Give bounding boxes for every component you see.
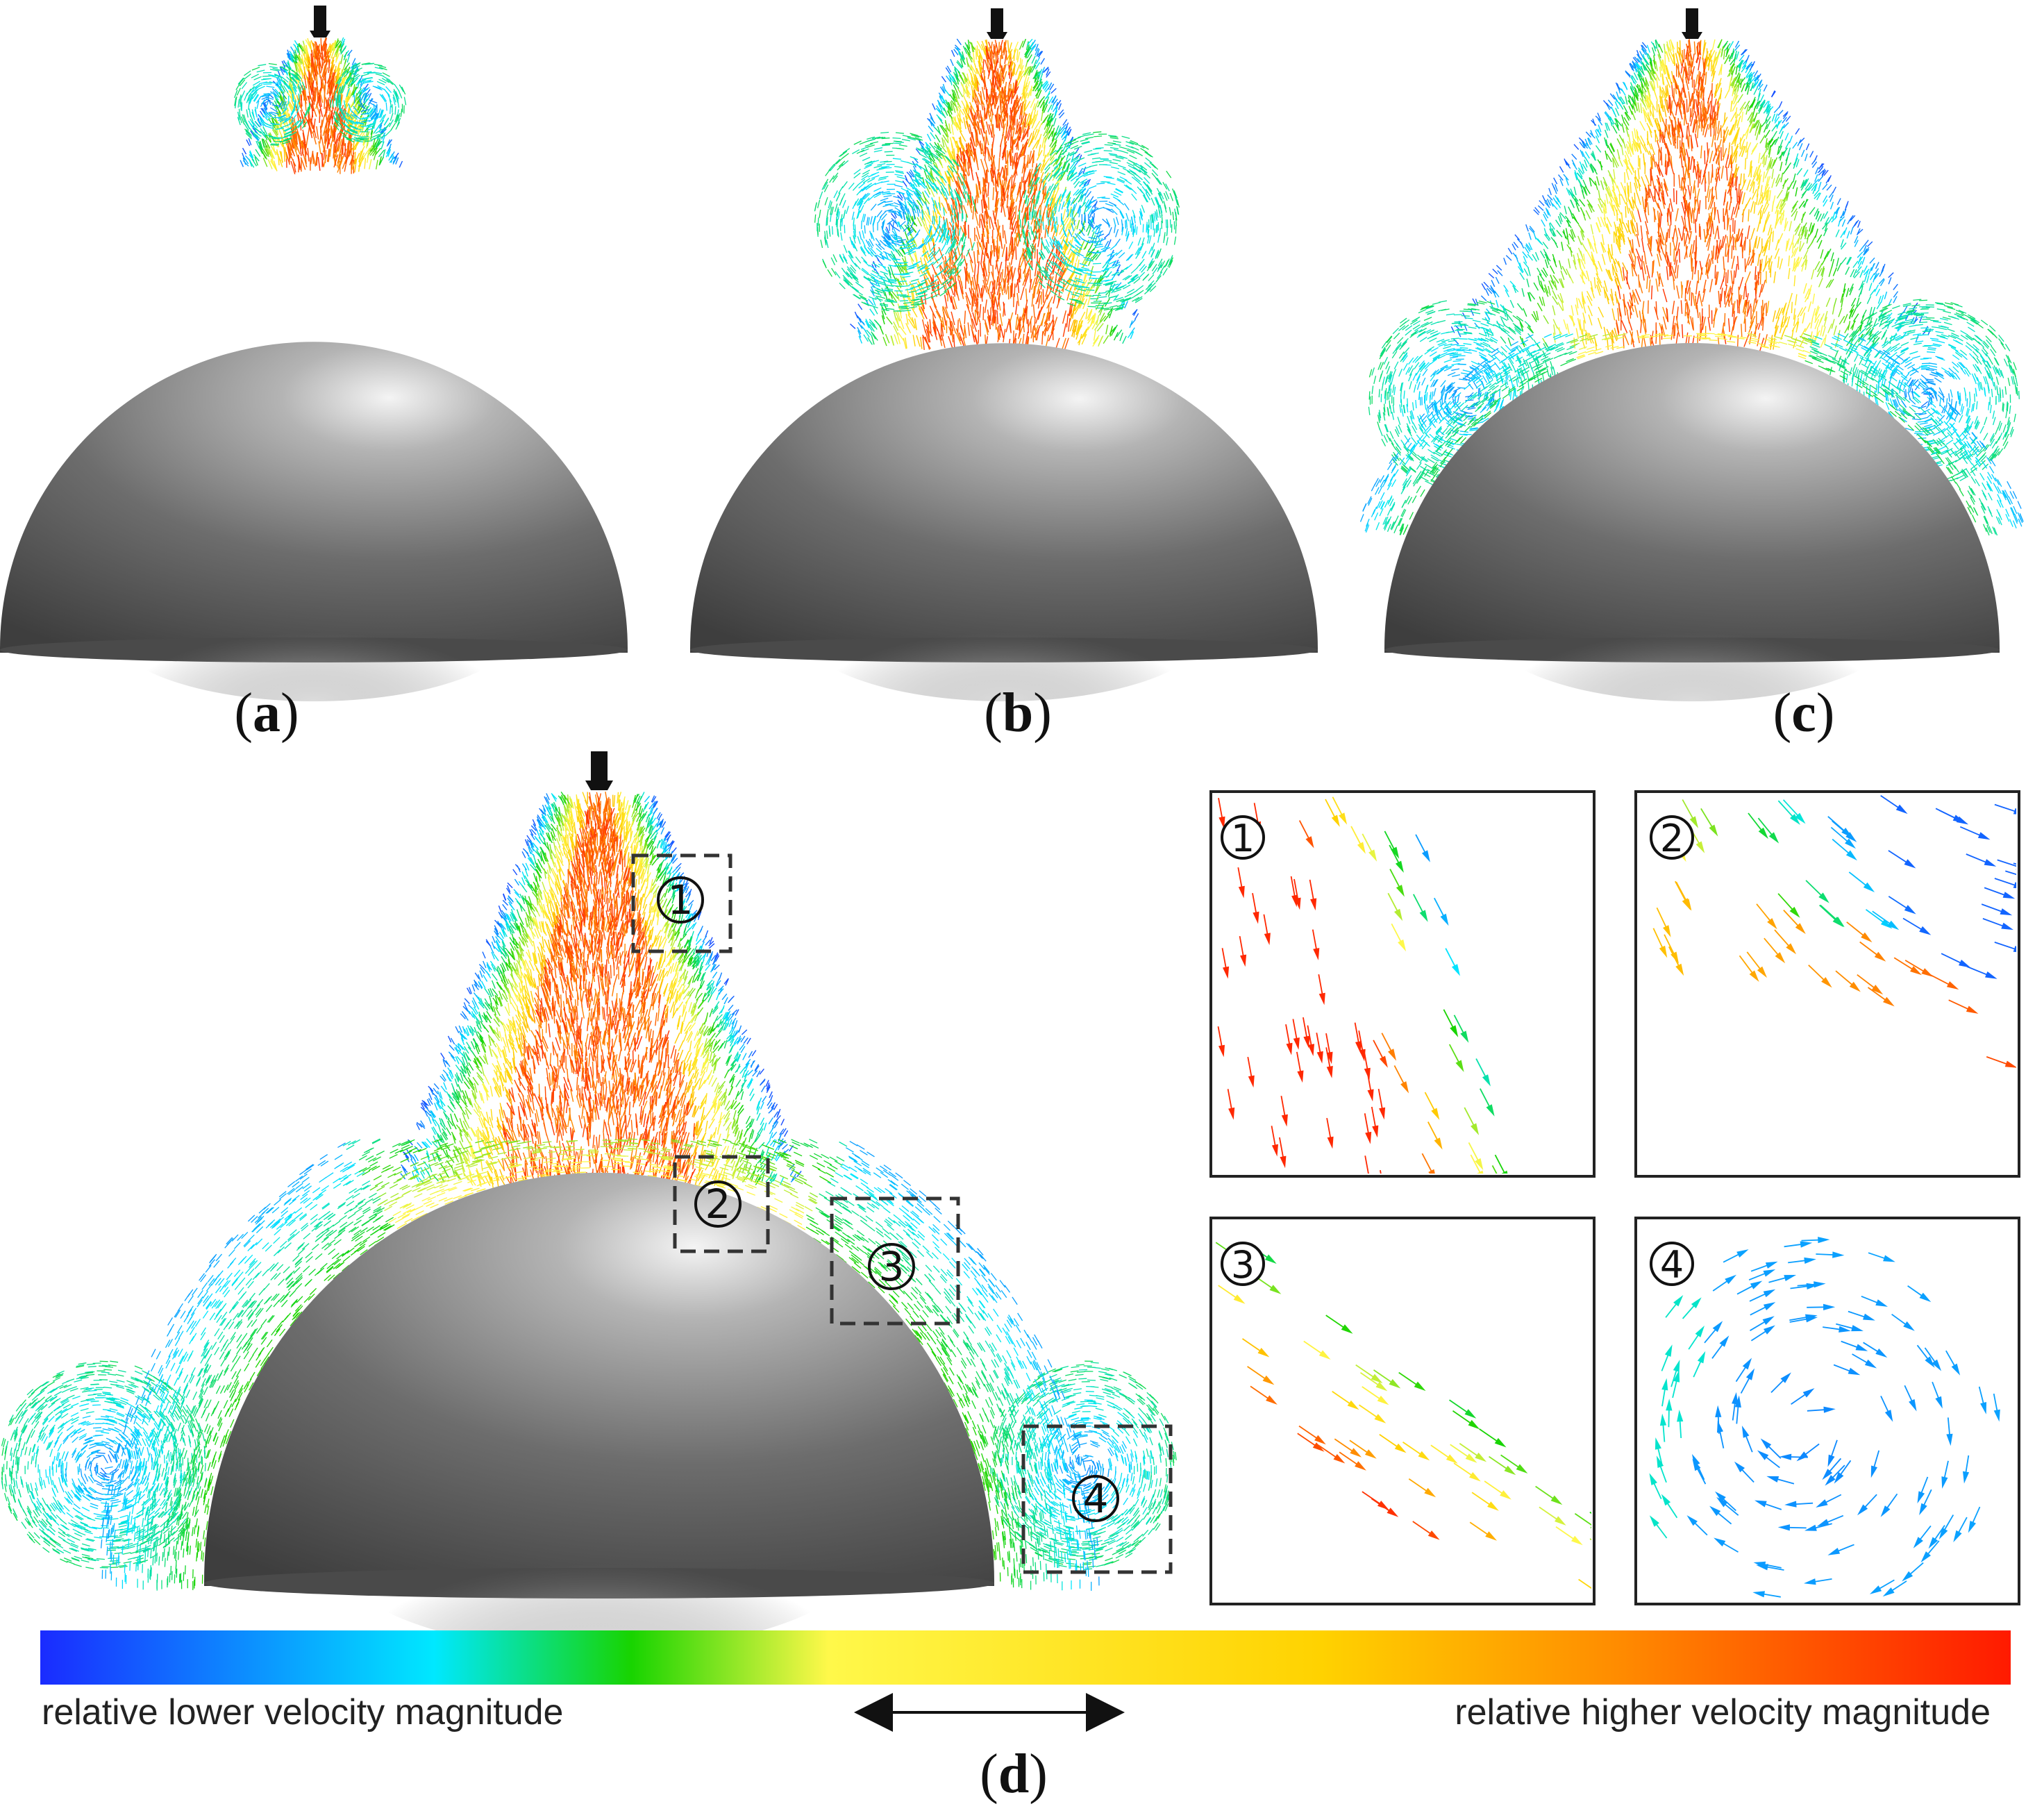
region-box-2 <box>673 1155 770 1253</box>
region-marker-1: 1 <box>668 876 694 924</box>
panel-label-a: (a) <box>234 683 299 744</box>
panel-label-c: (c) <box>1773 683 1835 744</box>
panel-d <box>1 751 1177 1651</box>
dome-c <box>1384 343 2000 701</box>
inset-4 <box>1634 1217 2020 1605</box>
inset-3 <box>1209 1217 1596 1605</box>
inset-marker-4: 4 <box>1660 1243 1684 1287</box>
nozzle <box>987 8 1007 39</box>
region-marker-2: 2 <box>705 1180 731 1228</box>
inset-marker-2: 2 <box>1660 817 1684 860</box>
panel-b <box>690 8 1318 701</box>
inset-2 <box>1634 790 2020 1178</box>
region-marker-4: 4 <box>1083 1475 1109 1522</box>
nozzle <box>1682 8 1702 39</box>
region-box-1 <box>631 853 732 953</box>
velocity-colorbar <box>40 1630 2011 1685</box>
panel-a <box>0 6 628 701</box>
region-box-4 <box>1021 1424 1173 1574</box>
dome-b <box>690 343 1318 701</box>
region-box-3 <box>830 1196 960 1326</box>
panel-label-b: (b) <box>984 683 1052 744</box>
dome-d <box>204 1172 994 1651</box>
nozzle <box>310 6 330 37</box>
spray-cloud-a <box>234 37 407 175</box>
inset-marker-1: 1 <box>1231 817 1255 860</box>
panel-label-d: (d) <box>980 1744 1048 1805</box>
inset-1 <box>1209 790 1596 1178</box>
spray-cloud-b <box>814 38 1180 353</box>
region-marker-3: 3 <box>879 1243 905 1290</box>
spray-cloud-d <box>1 791 1177 1591</box>
panel-c <box>1359 8 2024 701</box>
nozzle <box>585 751 613 790</box>
dome-a <box>0 342 628 701</box>
colorbar-low-label: relative lower velocity magnitude <box>42 1692 564 1733</box>
colorbar-high-label: relative higher velocity magnitude <box>1455 1692 1991 1733</box>
inset-marker-3: 3 <box>1231 1243 1255 1287</box>
